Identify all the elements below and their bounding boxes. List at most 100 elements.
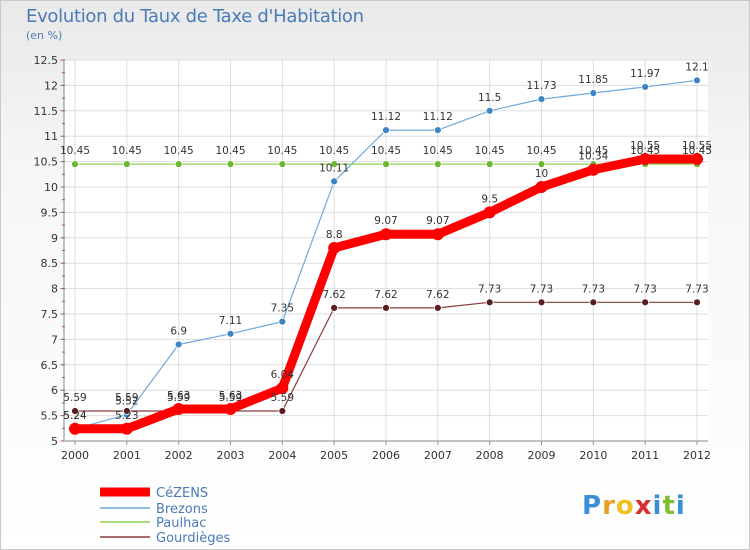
data-point: [174, 340, 183, 349]
x-tick-label: 2001: [113, 449, 141, 462]
data-label: 7.73: [633, 283, 656, 295]
data-label: 5.63: [167, 390, 190, 402]
data-point: [691, 153, 703, 166]
data-point: [382, 304, 390, 312]
legend-label: Brezons: [156, 502, 208, 517]
data-point: [122, 160, 131, 169]
data-label: 6.9: [170, 325, 187, 337]
data-label: 7.73: [478, 283, 501, 295]
data-label: 7.11: [219, 315, 242, 327]
data-label: 10.55: [630, 140, 660, 152]
data-label: 10.34: [578, 151, 608, 163]
x-tick-label: 2005: [320, 449, 348, 462]
logo-letter: o: [615, 491, 635, 521]
data-label: 10.45: [60, 145, 90, 157]
x-tick-label: 2009: [528, 449, 556, 462]
data-point: [174, 160, 183, 169]
data-point: [330, 177, 339, 186]
data-label: 10.45: [319, 145, 349, 157]
data-point: [641, 298, 650, 307]
data-point: [537, 298, 546, 307]
data-point: [69, 422, 81, 435]
data-point: [120, 422, 133, 435]
y-tick-label: 10: [44, 181, 58, 194]
data-label: 7.73: [582, 283, 605, 295]
data-label: 10.45: [630, 145, 660, 157]
x-tick-label: 2003: [217, 449, 245, 462]
data-point: [278, 407, 287, 415]
y-tick-label: 5.5: [41, 410, 59, 423]
y-tick-label: 9: [51, 232, 58, 245]
legend-label: Gourdièges: [156, 531, 230, 546]
chart-title: Evolution du Taux de Taxe d'Habitation: [26, 6, 364, 27]
x-tick-label: 2007: [424, 449, 452, 462]
data-point: [276, 382, 289, 395]
data-label: 5.59: [271, 392, 294, 404]
x-tick-label: 2002: [165, 449, 193, 462]
data-point: [485, 160, 494, 169]
x-tick-label: 2011: [631, 449, 659, 462]
data-point: [537, 160, 546, 169]
data-point: [693, 298, 701, 307]
y-tick-label: 7.5: [41, 308, 59, 321]
data-label: 5.59: [219, 392, 242, 404]
data-point: [433, 126, 442, 135]
data-point: [71, 407, 79, 415]
y-tick-label: 12.5: [34, 54, 59, 67]
data-label: 11.12: [423, 111, 453, 123]
data-point: [639, 153, 652, 166]
data-point: [382, 126, 390, 135]
logo-letter: P: [582, 491, 603, 521]
data-label: 8.8: [326, 229, 343, 241]
data-label: 7.73: [530, 283, 553, 295]
y-tick-label: 10.5: [34, 156, 59, 169]
data-label: 5.63: [219, 390, 242, 402]
x-tick-label: 2010: [579, 449, 607, 462]
data-label: 9.07: [426, 215, 449, 227]
y-tick-label: 12: [44, 79, 58, 92]
legend-label: Paulhac: [156, 516, 206, 531]
data-point: [433, 304, 442, 312]
x-tick-label: 2012: [683, 449, 711, 462]
legend-label: CéZENS: [156, 486, 208, 501]
data-label: 10.45: [526, 145, 556, 157]
data-label: 7.62: [426, 289, 449, 301]
logo-letter: x: [634, 491, 653, 521]
data-point: [589, 89, 598, 97]
data-label: 12.1: [685, 61, 708, 73]
data-point: [693, 76, 701, 85]
data-label: 10.45: [682, 145, 712, 157]
y-tick-label: 9.5: [41, 206, 59, 219]
x-tick-label: 2006: [372, 449, 400, 462]
y-tick-label: 11.5: [34, 105, 59, 118]
data-point: [71, 160, 79, 169]
data-label: 5.24: [63, 410, 87, 422]
y-tick-label: 8.5: [41, 257, 59, 270]
data-point: [589, 298, 598, 307]
data-label: 11.73: [526, 80, 556, 92]
logo-letter: i: [652, 491, 663, 521]
data-label: 5.23: [115, 410, 138, 422]
data-label: 5.59: [167, 392, 190, 404]
proxiti-logo: Proxiti: [582, 491, 686, 521]
data-label: 10.45: [164, 145, 194, 157]
y-tick-label: 6: [51, 384, 58, 397]
x-tick-label: 2004: [268, 449, 296, 462]
y-tick-label: 6.5: [41, 359, 59, 372]
data-point: [587, 163, 600, 176]
unit-label: (en %): [26, 29, 63, 42]
data-point: [122, 407, 131, 415]
data-label: 11.5: [478, 92, 501, 104]
data-point: [433, 160, 442, 169]
logo-letter: i: [675, 491, 686, 521]
x-tick-label: 2000: [61, 449, 89, 462]
data-point: [226, 329, 235, 338]
data-point: [537, 95, 546, 104]
y-tick-label: 5: [51, 435, 58, 448]
data-point: [380, 228, 392, 241]
data-label: 7.62: [374, 289, 397, 301]
logo-letter: t: [662, 491, 676, 521]
data-label: 10.11: [319, 162, 349, 174]
logo-letter: r: [602, 491, 616, 521]
data-point: [328, 241, 341, 254]
